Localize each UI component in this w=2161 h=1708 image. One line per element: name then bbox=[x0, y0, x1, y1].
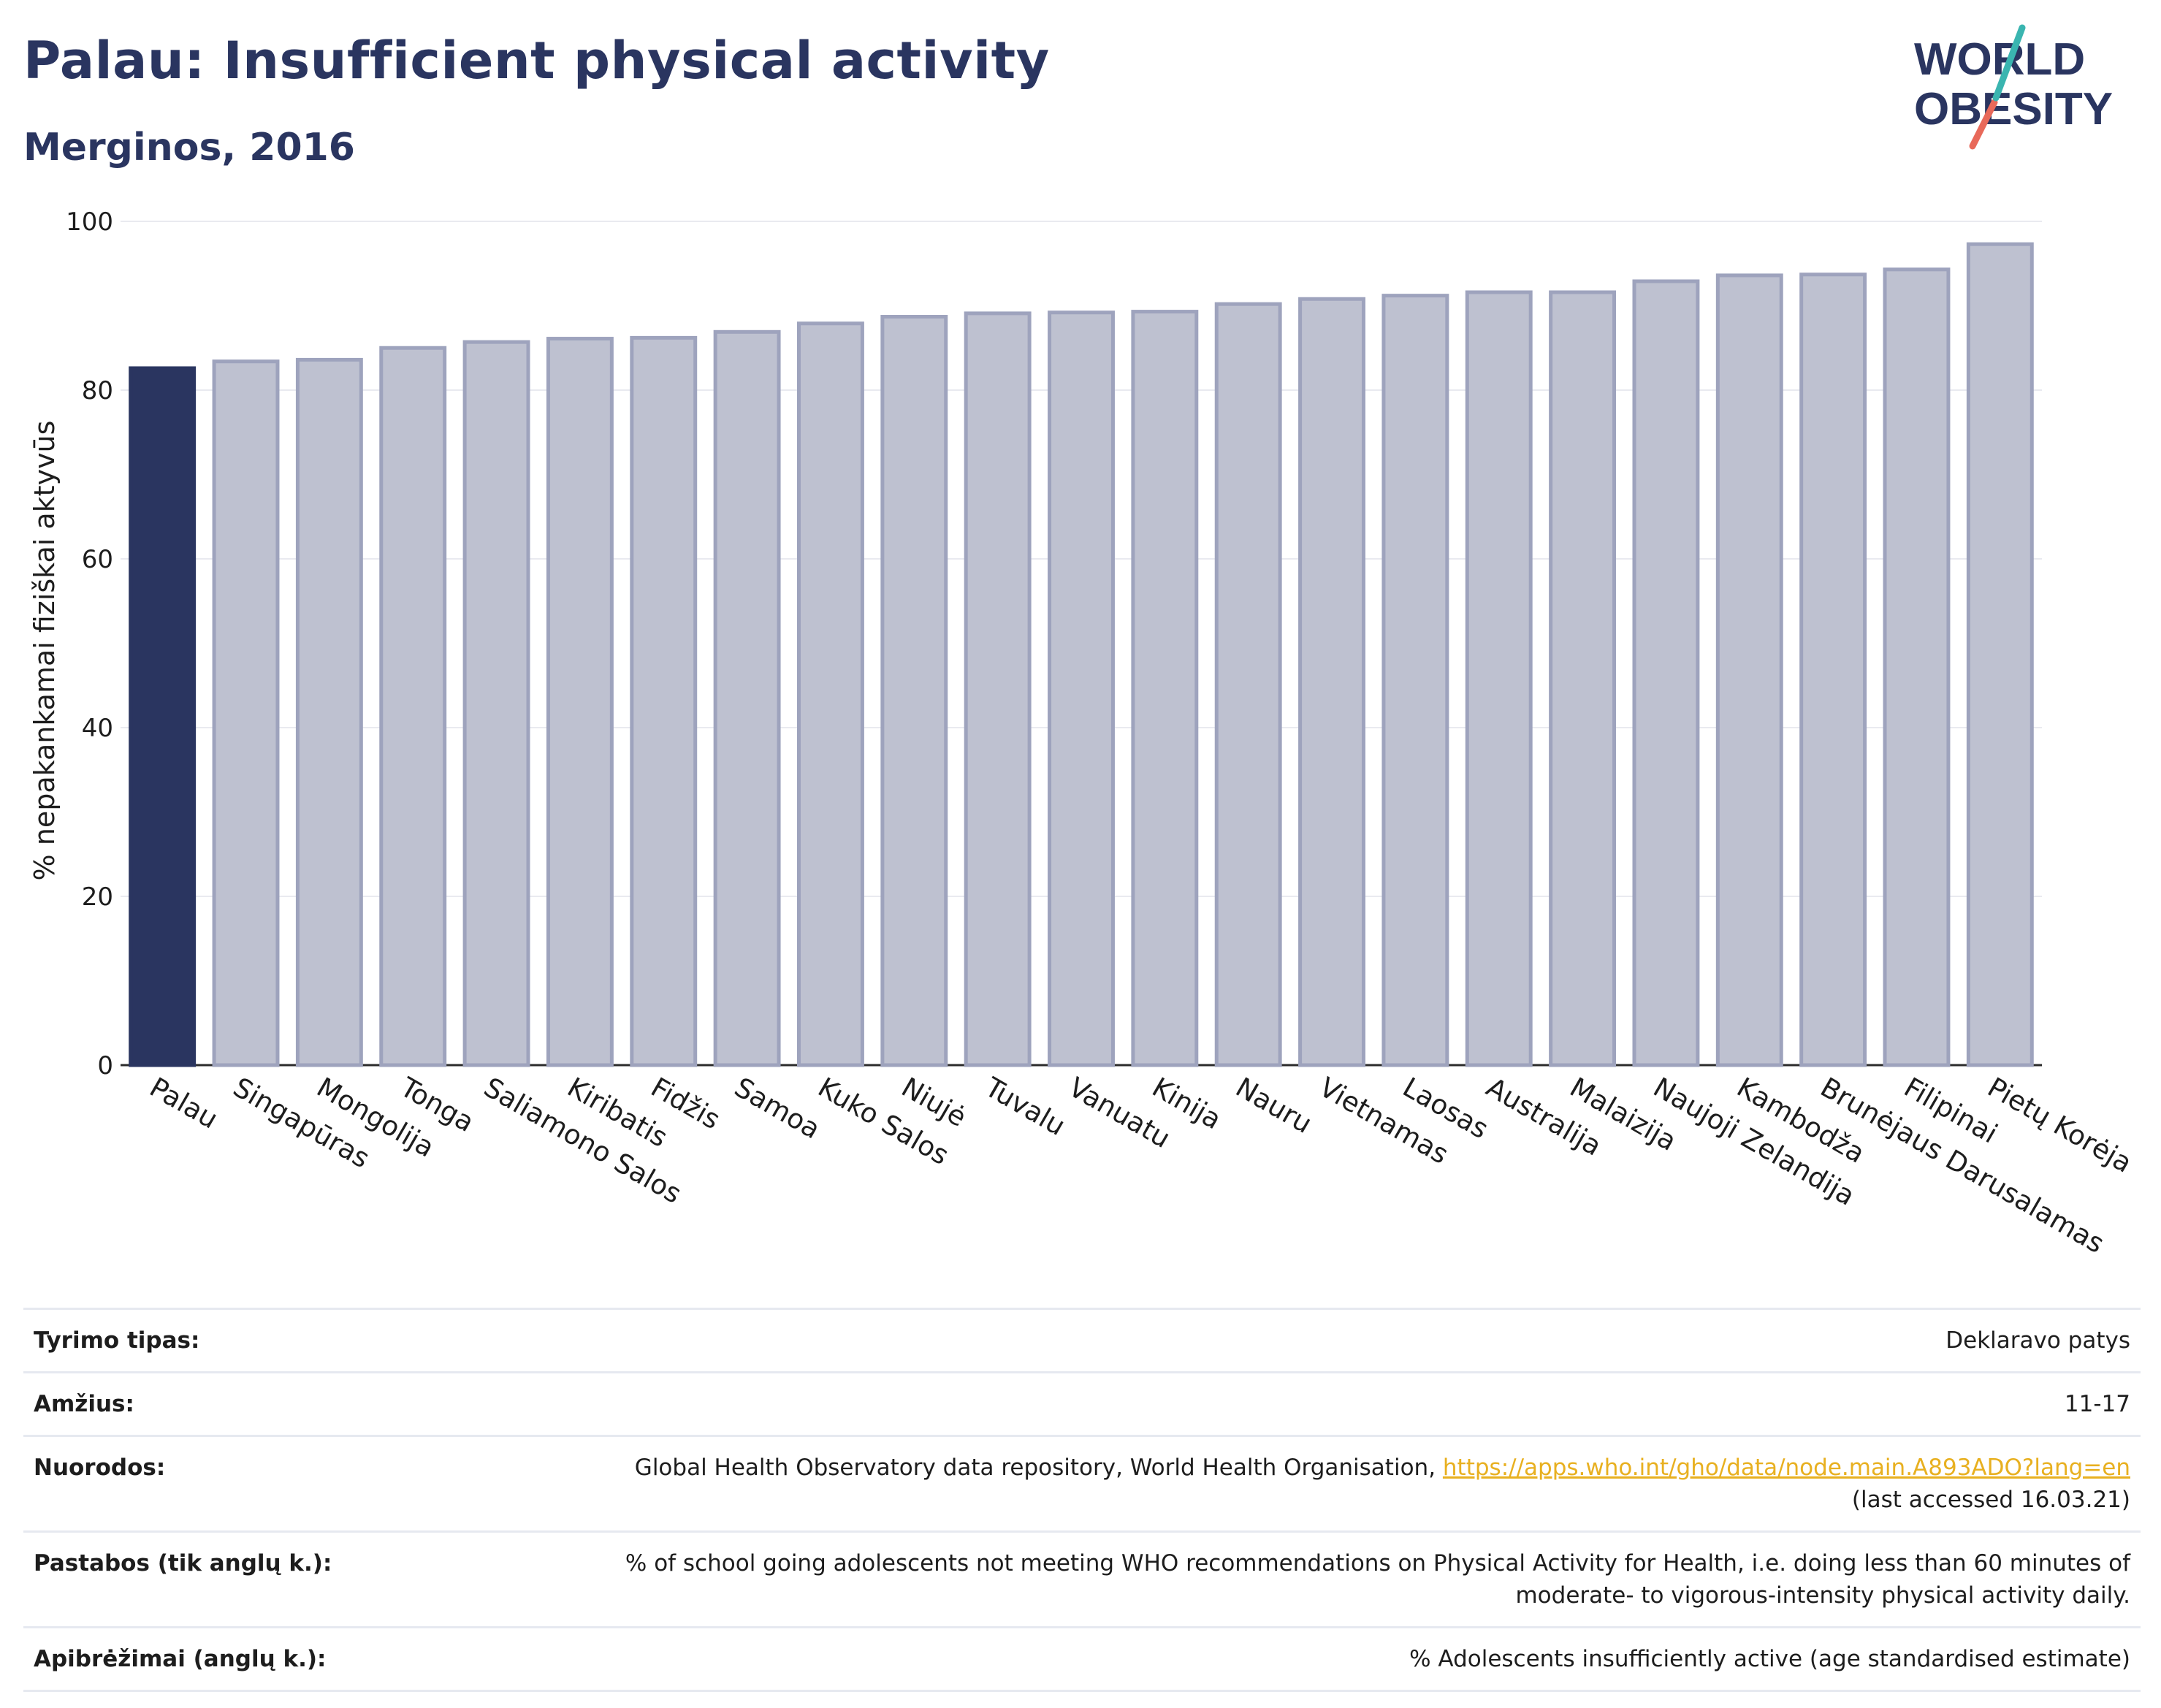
bar bbox=[212, 359, 280, 1067]
y-tick-label: 20 bbox=[82, 882, 113, 912]
info-value-secondary: (last accessed 16.03.21) bbox=[1851, 1487, 2130, 1513]
source-link[interactable]: https://apps.who.int/gho/data/node.main.… bbox=[1442, 1455, 2130, 1481]
info-table: Tyrimo tipas: Deklaravo patys Amžius: 11… bbox=[23, 1308, 2141, 1692]
y-tick-label: 0 bbox=[97, 1051, 113, 1080]
y-tick-label: 60 bbox=[82, 545, 113, 574]
bar bbox=[379, 346, 447, 1067]
y-axis-label: % nepakankamai fiziškai aktyvūs bbox=[28, 421, 61, 881]
info-row: Amžius: 11-17 bbox=[23, 1371, 2141, 1436]
bar bbox=[295, 357, 363, 1067]
info-value: % Adolescents insufficiently active (age… bbox=[554, 1626, 2141, 1692]
bar-chart: 0 20 40 60 80 100 Palau SingapūrasMongolijaTon… bbox=[28, 207, 2138, 1259]
bar bbox=[546, 337, 614, 1067]
y-tick-label: 40 bbox=[82, 714, 113, 743]
info-key: Tyrimo tipas: bbox=[23, 1308, 554, 1373]
bar bbox=[1883, 267, 1951, 1067]
bar bbox=[1214, 302, 1282, 1067]
x-tick-label: Nauru bbox=[1230, 1072, 1317, 1140]
y-axis-ticks: 0 20 40 60 80 100 bbox=[66, 207, 113, 1080]
bar bbox=[713, 329, 781, 1067]
bar bbox=[1799, 272, 1867, 1067]
bar bbox=[880, 315, 948, 1067]
info-value: 11-17 bbox=[554, 1371, 2141, 1436]
world-obesity-logo: WORLD OBESITY bbox=[1914, 24, 2113, 150]
chart-bars bbox=[129, 242, 2034, 1067]
bar bbox=[1549, 290, 1617, 1067]
logo-line1: WORLD bbox=[1914, 34, 2085, 85]
bar bbox=[129, 366, 197, 1067]
page-subtitle: Merginos, 2016 bbox=[23, 126, 355, 169]
info-value: Deklaravo patys bbox=[554, 1308, 2141, 1373]
info-value: % of school going adolescents not meetin… bbox=[625, 1550, 2130, 1577]
info-key: Pastabos (tik anglų k.): bbox=[23, 1530, 554, 1628]
info-key: Apibrėžimai (anglų k.): bbox=[23, 1626, 554, 1692]
info-row: Nuorodos: Global Health Observatory data… bbox=[23, 1435, 2141, 1532]
info-key: Amžius: bbox=[23, 1371, 554, 1436]
x-tick-label: Pietų Korėja bbox=[1982, 1072, 2137, 1179]
x-tick-label: Samoa bbox=[729, 1072, 826, 1145]
bar bbox=[1381, 294, 1449, 1067]
bar bbox=[1465, 290, 1533, 1067]
info-row: Pastabos (tik anglų k.): % of school goi… bbox=[23, 1530, 2141, 1628]
bar bbox=[630, 335, 698, 1067]
logo-slash-teal bbox=[1992, 24, 2026, 102]
y-tick-label: 100 bbox=[66, 207, 113, 237]
info-row: Tyrimo tipas: Deklaravo patys bbox=[23, 1308, 2141, 1373]
bar bbox=[1298, 297, 1365, 1067]
page-title: Palau: Insufficient physical activity bbox=[23, 31, 1050, 91]
bar bbox=[1048, 310, 1115, 1067]
bar bbox=[1715, 273, 1783, 1067]
info-key: Nuorodos: bbox=[23, 1435, 554, 1532]
info-value: Global Health Observatory data repositor… bbox=[634, 1455, 1443, 1481]
x-tick-label: Palau bbox=[145, 1072, 224, 1135]
bar bbox=[462, 340, 530, 1067]
y-tick-label: 80 bbox=[82, 376, 113, 405]
bar bbox=[1966, 242, 2034, 1067]
bar bbox=[797, 321, 864, 1067]
bar bbox=[1632, 279, 1700, 1067]
logo-slash-red bbox=[1969, 99, 1998, 150]
info-row: Apibrėžimai (anglų k.): % Adolescents in… bbox=[23, 1626, 2141, 1692]
bar bbox=[1131, 310, 1199, 1067]
x-tick-label: Tuvalu bbox=[979, 1071, 1070, 1142]
info-value-cell: Global Health Observatory data repositor… bbox=[554, 1435, 2141, 1532]
info-value-secondary: moderate- to vigorous-intensity physical… bbox=[1515, 1582, 2130, 1609]
bar bbox=[964, 311, 1032, 1067]
info-value-cell: % of school going adolescents not meetin… bbox=[554, 1530, 2141, 1628]
logo-line2: OBESITY bbox=[1914, 84, 2113, 134]
